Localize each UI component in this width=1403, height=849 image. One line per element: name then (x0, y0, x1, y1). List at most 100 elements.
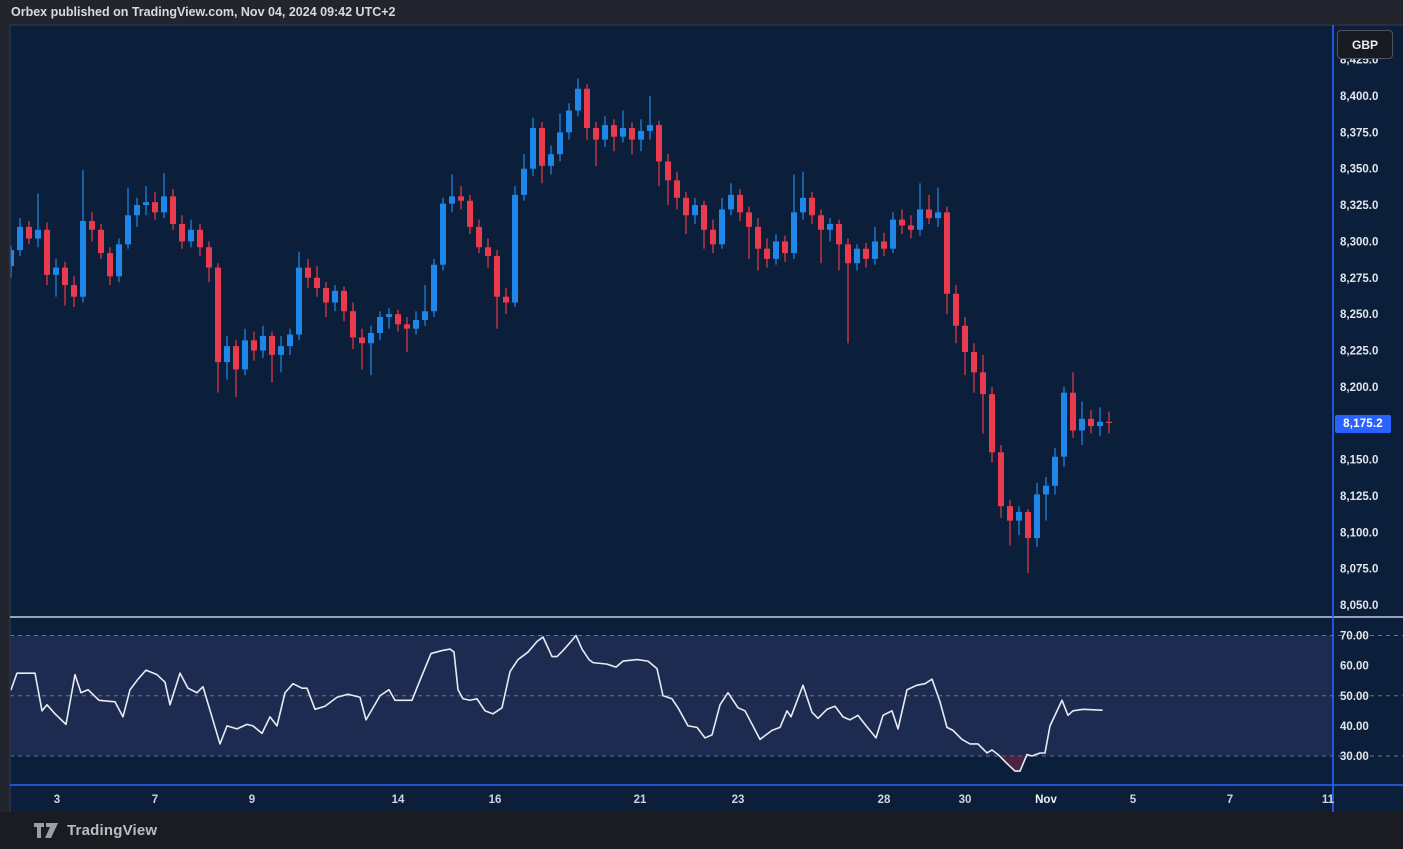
candle-body (305, 267, 311, 278)
candle-body (1079, 418, 1085, 431)
price-tick-label[interactable]: 8,325.0 (1340, 200, 1378, 212)
time-tick-label[interactable]: 11 (1322, 794, 1335, 806)
publish-caption: Orbex published on TradingView.com, Nov … (10, 0, 1403, 25)
candle-body (782, 241, 788, 254)
candle-body (53, 267, 59, 275)
footer-bar: TradingView (0, 812, 1403, 849)
candle-body (656, 125, 662, 162)
tradingview-logo-icon[interactable] (34, 823, 60, 838)
candle-body (377, 317, 383, 334)
price-tick-label[interactable]: 8,125.0 (1340, 491, 1378, 503)
rsi-tick-label[interactable]: 50.00 (1340, 691, 1369, 703)
price-tick-label[interactable]: 8,225.0 (1340, 346, 1378, 358)
time-tick-label[interactable]: 28 (878, 794, 891, 806)
price-tick-label[interactable]: 8,375.0 (1340, 127, 1378, 139)
candle-body (827, 223, 833, 230)
candle-body (773, 241, 779, 259)
candle-body (683, 197, 689, 216)
candle-body (845, 244, 851, 264)
time-tick-label[interactable]: 14 (392, 794, 405, 806)
price-tick-label[interactable]: 8,075.0 (1340, 564, 1378, 576)
candle-body (593, 127, 599, 140)
candle-body (530, 127, 536, 169)
time-tick-label[interactable]: 23 (732, 794, 745, 806)
candle-body (836, 223, 842, 245)
candle-body (242, 340, 248, 370)
candle-body (512, 194, 518, 303)
candle-body (1052, 456, 1058, 486)
candle-body (35, 229, 41, 239)
price-tick-label[interactable]: 8,300.0 (1340, 236, 1378, 248)
price-tick-label[interactable]: 8,200.0 (1340, 382, 1378, 394)
rsi-tick-label[interactable]: 60.00 (1340, 661, 1369, 673)
candle-body (17, 226, 23, 251)
price-tick-label[interactable]: 8,050.0 (1340, 600, 1378, 612)
price-tick-label[interactable]: 8,350.0 (1340, 164, 1378, 176)
candle-body (674, 180, 680, 198)
time-tick-label[interactable]: 16 (489, 794, 502, 806)
price-tick-label[interactable]: 8,425.0 (1340, 55, 1378, 67)
candle-body (602, 125, 608, 140)
candle-body (26, 226, 32, 239)
candle-body (440, 203, 446, 265)
time-tick-label[interactable]: 7 (152, 794, 158, 806)
price-tick-label[interactable]: 8,400.0 (1340, 91, 1378, 103)
price-tick-label[interactable]: 8,250.0 (1340, 309, 1378, 321)
time-tick-label[interactable]: 7 (1227, 794, 1233, 806)
candle-body (296, 267, 302, 335)
rsi-tick-label[interactable]: 40.00 (1340, 721, 1369, 733)
candle-body (359, 337, 365, 344)
candle-body (989, 394, 995, 453)
time-tick-label[interactable]: 9 (249, 794, 255, 806)
candle-body (755, 226, 761, 249)
candle-body (197, 229, 203, 248)
candle-body (629, 127, 635, 140)
candle-body (701, 205, 707, 230)
candle-body (386, 314, 392, 318)
candle-body (1070, 392, 1076, 431)
rsi-tick-label[interactable]: 30.00 (1340, 751, 1369, 763)
rsi-tick-label[interactable]: 70.00 (1340, 631, 1369, 643)
time-tick-label[interactable]: Nov (1035, 794, 1057, 806)
candle-body (332, 290, 338, 303)
candle-body (710, 229, 716, 245)
candle-body (926, 209, 932, 219)
candle-body (1088, 418, 1094, 427)
candle-body (89, 221, 95, 230)
candle-body (962, 325, 968, 352)
price-tick-label[interactable]: 8,100.0 (1340, 527, 1378, 539)
time-tick-label[interactable]: 30 (959, 794, 972, 806)
candle-body (179, 223, 185, 242)
tradingview-wordmark[interactable]: TradingView (67, 822, 158, 839)
candle-body (260, 335, 266, 351)
price-tick-label[interactable]: 8,275.0 (1340, 273, 1378, 285)
candle-body (10, 250, 14, 267)
candle-body (413, 319, 419, 329)
candle-body (1025, 511, 1031, 539)
candle-body (224, 346, 230, 363)
time-tick-label[interactable]: 3 (54, 794, 60, 806)
candle-body (1097, 421, 1103, 427)
candle-body (287, 334, 293, 347)
candle-body (971, 351, 977, 373)
candle-body (278, 346, 284, 355)
candle-body (269, 335, 275, 355)
candle-body (746, 212, 752, 227)
currency-toggle-button[interactable]: GBP (1337, 30, 1393, 59)
candle-body (71, 285, 77, 297)
candle-body (953, 293, 959, 326)
candle-body (341, 290, 347, 312)
candle-body (1034, 494, 1040, 539)
time-tick-label[interactable]: 5 (1130, 794, 1137, 806)
candle-body (107, 253, 113, 277)
price-tick-label[interactable]: 8,150.0 (1340, 455, 1378, 467)
time-tick-label[interactable]: 21 (634, 794, 647, 806)
candle-body (917, 209, 923, 230)
candle-body (548, 154, 554, 166)
candle-body (494, 255, 500, 297)
candles-layer (10, 78, 1112, 574)
candle-body (314, 277, 320, 288)
candle-body (728, 194, 734, 210)
